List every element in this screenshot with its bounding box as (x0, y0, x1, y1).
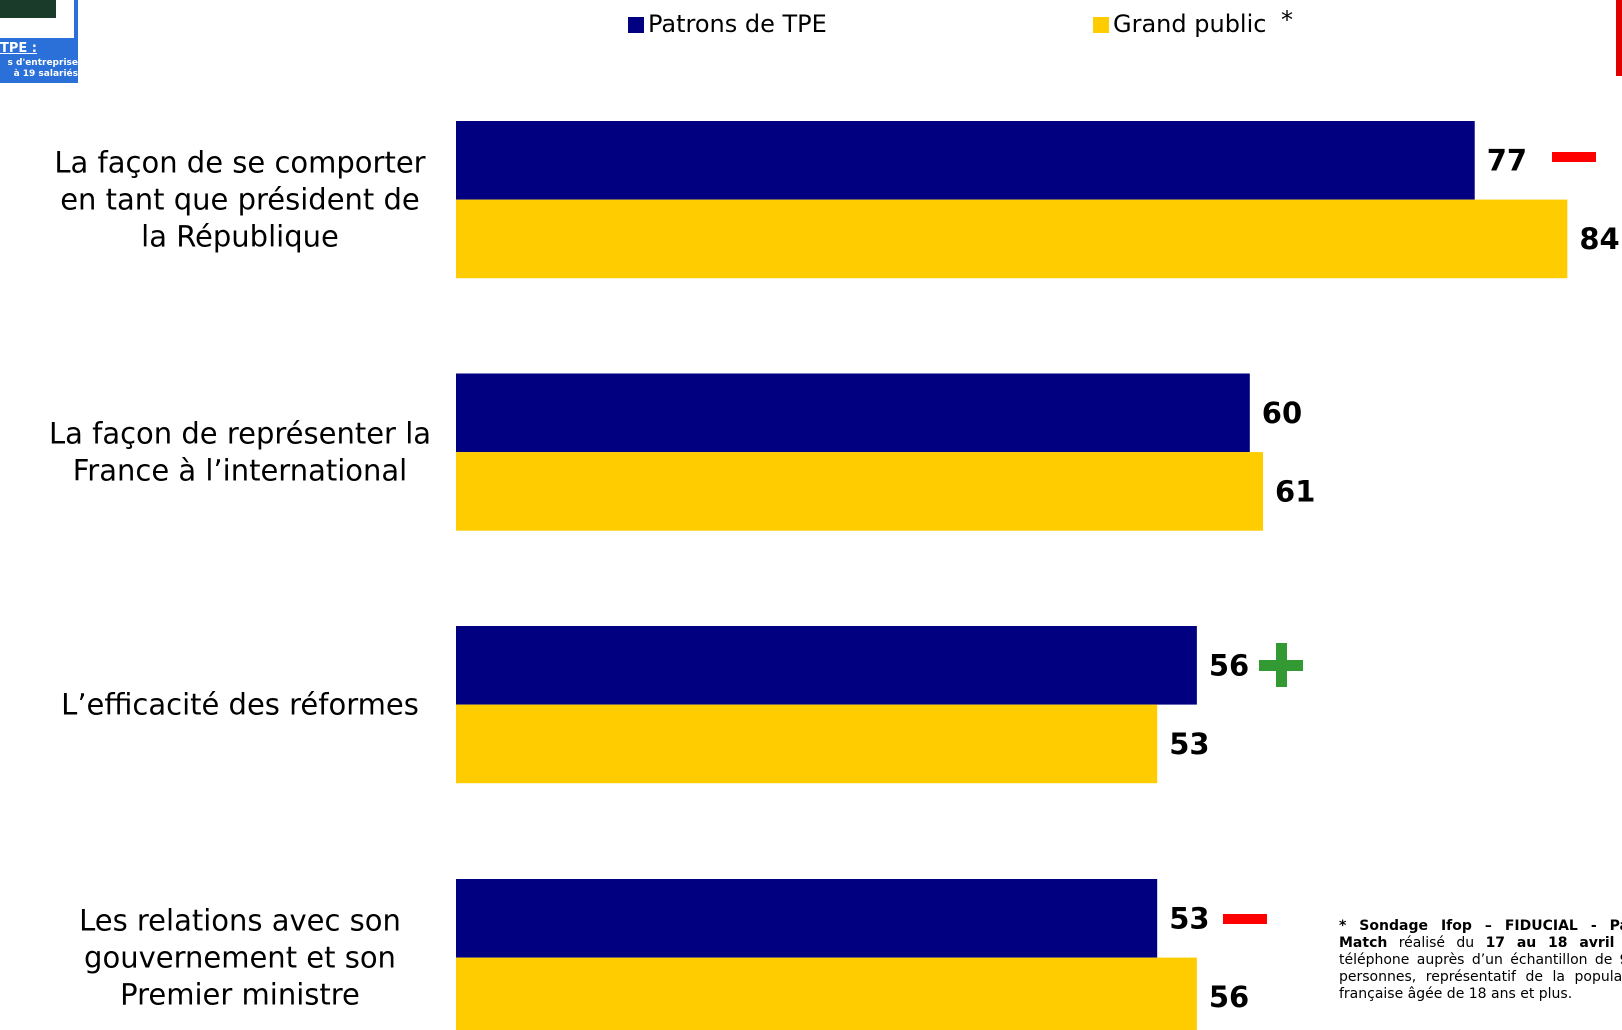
value-label: 61 (1275, 474, 1315, 508)
category-label: La façon de se comporter en tant que prés… (54, 146, 425, 254)
logo-line: s d'entreprise (7, 58, 78, 68)
bar (456, 626, 1197, 705)
value-label: 53 (1169, 727, 1209, 761)
legend-note: * (1281, 6, 1293, 34)
footnote-part: * Sondage Ifop – FIDUCIAL - Paris Match (1339, 918, 1622, 951)
footnote-part: 956 (1620, 952, 1622, 968)
logo-line: à 19 salariés (13, 69, 78, 79)
category-label: La façon de représenter la France à l’int… (49, 417, 431, 488)
bar (456, 704, 1158, 784)
category-label: L’efficacité des réformes (61, 688, 419, 722)
value-label: 56 (1209, 980, 1249, 1014)
decrease-marker (1552, 152, 1596, 162)
value-label: 60 (1262, 396, 1302, 430)
value-label: 77 (1487, 143, 1527, 177)
footnote-part: réalisé du (1387, 935, 1486, 951)
logo-panel (0, 0, 74, 38)
corner-decoration (1616, 0, 1622, 76)
value-label: 53 (1169, 901, 1209, 935)
legend-swatch (628, 17, 644, 33)
footnote-part: personnes, représentatif de la populatio… (1339, 969, 1622, 1002)
footnote-part: 17 au 18 avril (1485, 935, 1615, 951)
decrease-marker (1223, 914, 1267, 924)
bar (456, 373, 1250, 453)
logo-image (0, 0, 56, 18)
footnote: * Sondage Ifop – FIDUCIAL - Paris Match … (1339, 918, 1622, 1003)
legend-swatch (1093, 17, 1109, 33)
bar (456, 957, 1197, 1030)
value-label: 84 (1579, 222, 1619, 256)
value-label: 56 (1209, 648, 1249, 682)
category-label: Les relations avec son gouvernement et so… (79, 904, 401, 1012)
legend-label: Grand public (1113, 10, 1266, 38)
bar (456, 121, 1475, 200)
legend-label: Patrons de TPE (648, 10, 827, 38)
bar (456, 452, 1264, 531)
logo-title: TPE : (0, 41, 38, 56)
logo: TPE : s d'entreprise à 19 salariés (0, 0, 78, 83)
bar (456, 879, 1158, 958)
increase-marker (1276, 643, 1287, 687)
footnote-part: par téléphone auprès d’un échantillon de (1339, 952, 1613, 968)
bar (456, 199, 1568, 279)
